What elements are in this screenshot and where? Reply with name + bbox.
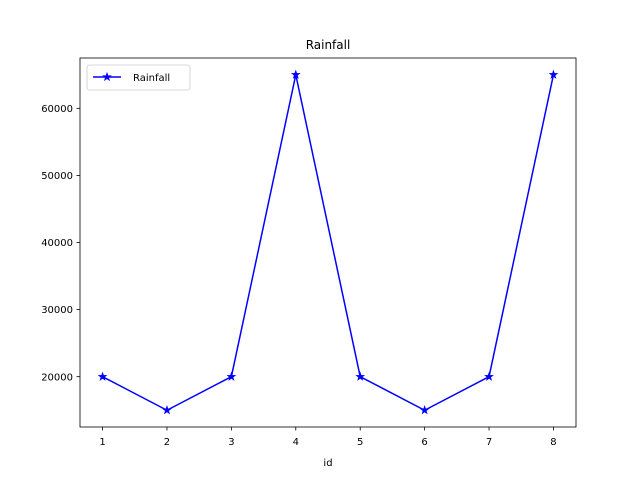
data-point-star	[97, 371, 108, 381]
data-point-star	[226, 371, 237, 381]
data-point-star	[162, 405, 172, 415]
x-axis-label: id	[323, 458, 332, 469]
data-point-star	[484, 371, 494, 381]
x-tick-label: 1	[99, 437, 105, 448]
legend-box	[86, 64, 191, 91]
y-tick-label: 50000	[41, 171, 73, 182]
x-tick-label: 2	[164, 437, 170, 448]
chart-title: Rainfall	[306, 38, 351, 52]
y-tick-label: 60000	[41, 104, 73, 115]
legend-star-marker	[102, 71, 112, 82]
series-layer	[97, 69, 559, 415]
x-tick-label: 6	[421, 437, 427, 448]
x-tick-label: 8	[550, 437, 556, 448]
legend: Rainfall	[86, 64, 191, 91]
x-axis-ticks: 1 2 3 4 5 6 7 8	[99, 427, 557, 448]
data-point-star	[290, 69, 301, 79]
data-point-star	[419, 405, 430, 415]
x-tick-label: 3	[228, 437, 234, 448]
legend-label: Rainfall	[133, 73, 170, 84]
x-tick-label: 5	[357, 437, 363, 448]
x-tick-label: 4	[293, 437, 299, 448]
y-axis-ticks: 20000 30000 40000 50000 60000	[41, 104, 80, 383]
plot-area-frame	[79, 57, 577, 428]
y-tick-label: 40000	[41, 238, 73, 249]
data-point-star	[355, 371, 366, 381]
series-line-rainfall	[102, 74, 555, 411]
y-tick-label: 20000	[41, 372, 73, 383]
data-point-star	[548, 69, 559, 79]
x-tick-label: 7	[486, 437, 492, 448]
y-tick-label: 30000	[41, 305, 73, 316]
